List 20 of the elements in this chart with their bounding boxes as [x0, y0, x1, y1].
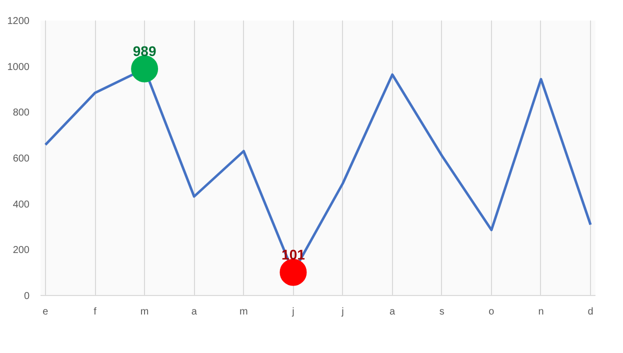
- x-tick-label: e: [42, 306, 49, 318]
- x-tick-label: o: [488, 306, 495, 318]
- x-tick-label: d: [588, 306, 594, 318]
- x-tick-label: m: [140, 306, 149, 318]
- x-tick-label: n: [538, 306, 544, 318]
- y-tick-label: 600: [12, 154, 30, 164]
- x-tick-label: f: [94, 306, 97, 318]
- x-tick-label: a: [390, 306, 396, 318]
- data-label: 989: [132, 42, 156, 59]
- x-tick-label: j: [291, 306, 294, 318]
- y-tick-label: 200: [12, 245, 30, 256]
- y-tick-label: 0: [24, 291, 30, 302]
- x-tick-label: j: [340, 306, 344, 318]
- x-tick-label: a: [191, 306, 198, 318]
- x-tick-label: s: [439, 306, 444, 318]
- y-tick-label: 1000: [7, 62, 30, 73]
- y-tick-label: 800: [12, 108, 30, 119]
- y-tick-label: 400: [12, 199, 30, 210]
- y-tick-label: 1200: [7, 16, 30, 27]
- x-tick-label: m: [240, 306, 248, 318]
